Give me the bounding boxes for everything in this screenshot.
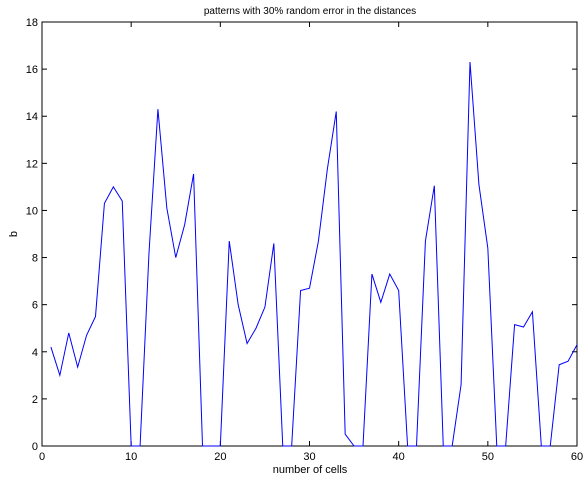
x-tick-label: 0 bbox=[39, 451, 45, 463]
series-layer bbox=[50, 62, 578, 447]
x-tick-label: 30 bbox=[303, 451, 315, 463]
x-tick-label: 40 bbox=[393, 451, 405, 463]
y-axis-label: b bbox=[8, 231, 20, 237]
y-tick-label: 8 bbox=[32, 253, 38, 265]
y-tick-label: 2 bbox=[32, 394, 38, 406]
x-tick-label: 10 bbox=[125, 451, 137, 463]
y-tick-label: 18 bbox=[26, 17, 38, 29]
y-tick-label: 6 bbox=[32, 300, 38, 312]
plot-area-frame bbox=[41, 21, 578, 447]
y-axis: 0 2 4 6 8 10 12 14 16 18 bbox=[26, 17, 577, 453]
x-axis-label: number of cells bbox=[273, 464, 348, 476]
x-axis: 0 10 20 30 40 50 60 bbox=[39, 22, 583, 463]
x-tick-label: 60 bbox=[571, 451, 583, 463]
y-tick-label: 0 bbox=[32, 441, 38, 453]
y-tick-label: 14 bbox=[26, 111, 38, 123]
y-tick-label: 16 bbox=[26, 64, 38, 76]
chart-title: patterns with 30% random error in the di… bbox=[204, 6, 416, 17]
x-tick-label: 20 bbox=[214, 451, 226, 463]
y-tick-label: 12 bbox=[26, 158, 38, 170]
series-line bbox=[50, 62, 578, 447]
y-tick-label: 10 bbox=[26, 205, 38, 217]
x-tick-label: 50 bbox=[482, 451, 494, 463]
y-tick-label: 4 bbox=[32, 347, 38, 359]
